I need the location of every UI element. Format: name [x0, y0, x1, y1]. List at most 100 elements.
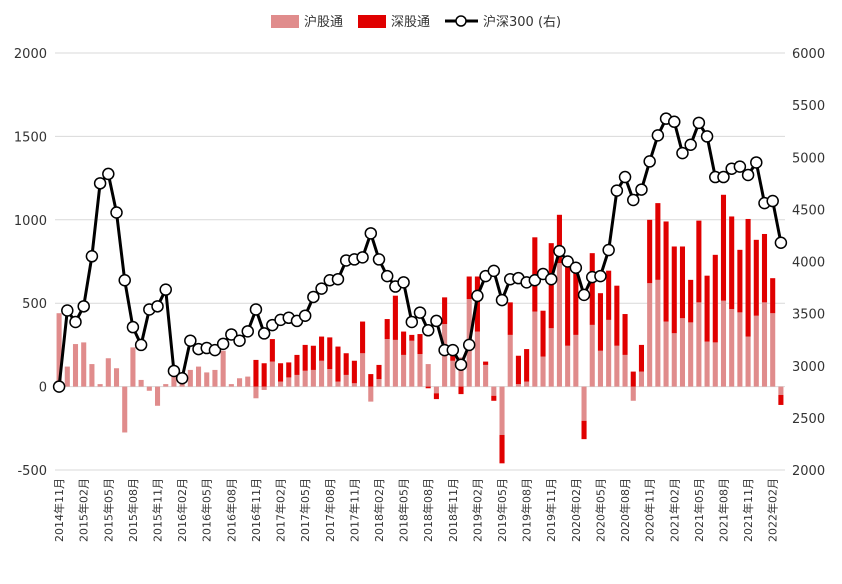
csi300-point-2014-12	[61, 304, 74, 317]
bar-sz-2020-08	[622, 314, 628, 355]
bar-sz-2019-08	[524, 349, 530, 382]
bar-sh-2015-11	[154, 386, 161, 406]
x-tick-label: 2020年08月	[618, 478, 632, 542]
csi300-point-2016-12	[257, 327, 271, 340]
bar-sh-2016-05	[204, 372, 210, 387]
csi300-point-2021-03	[676, 146, 689, 160]
bar-sz-2020-04	[589, 253, 595, 325]
grid-lines	[55, 52, 785, 471]
bar-sh-2020-07	[614, 345, 620, 387]
csi300-point-2019-04	[487, 264, 501, 278]
bar-sh-2016-08	[228, 384, 234, 387]
bar-sz-2021-03	[679, 246, 686, 319]
bar-sz-2021-08	[720, 194, 727, 301]
bar-sh-2015-04	[97, 384, 103, 387]
bar-sz-2018-09	[433, 393, 439, 400]
x-axis: 2014年11月 2015年02月 2015年05月 2015年08月 2015年11月…	[52, 478, 780, 542]
x-tick-label: 2018年05月	[397, 478, 411, 542]
x-tick-label: 2016年05月	[200, 478, 214, 542]
x-tick-label: 2017年02月	[274, 478, 288, 542]
legend-label-csi300: 沪深300 (右)	[483, 14, 561, 30]
left-tick-label: 1500	[14, 130, 47, 145]
bar-sh-2017-05	[302, 370, 308, 387]
csi300-point-2015-01	[69, 315, 82, 329]
csi300-point-2016-11	[249, 303, 263, 316]
bar-sh-2019-07	[515, 384, 521, 387]
bar-sz-2019-11	[548, 243, 554, 329]
csi300-point-2020-10	[635, 183, 648, 196]
csi300-point-2018-01	[364, 227, 378, 240]
bar-sh-2021-12	[753, 315, 759, 387]
x-tick-label: 2018年08月	[421, 478, 435, 542]
x-tick-label: 2021年02月	[667, 478, 681, 542]
bar-sz-2022-01	[761, 233, 768, 303]
left-tick-label: 500	[22, 297, 47, 312]
bar-sz-2021-06	[704, 275, 710, 342]
x-tick-label: 2020年02月	[569, 478, 583, 542]
bar-sh-2018-05	[401, 354, 407, 387]
bar-sh-2020-08	[622, 354, 628, 387]
bar-sh-2018-11	[450, 360, 456, 387]
x-tick-label: 2015年02月	[77, 478, 91, 542]
bar-sh-2018-12	[458, 357, 464, 387]
bar-sh-2021-03	[679, 318, 686, 387]
bar-sh-2017-09	[335, 381, 341, 387]
bar-sh-2019-05	[499, 386, 505, 435]
bar-sz-2018-02	[376, 364, 382, 380]
bar-sz-2019-10	[540, 310, 546, 357]
csi300-point-2014-11	[52, 380, 66, 393]
bar-sh-2017-11	[351, 383, 357, 387]
x-tick-label: 2016年08月	[224, 478, 238, 542]
csi300-point-2021-04	[684, 138, 697, 151]
x-tick-label: 2015年05月	[101, 478, 115, 542]
csi300-point-2016-10	[241, 325, 255, 338]
bar-sh-2017-07	[319, 360, 325, 387]
bar-sh-2020-10	[638, 371, 645, 387]
bar-sz-2021-02	[671, 246, 677, 334]
bar-sh-2021-02	[671, 333, 677, 387]
csi300-point-2017-12	[356, 251, 369, 264]
csi300-point-2017-07	[315, 282, 328, 295]
legend-swatch-marker	[455, 15, 467, 27]
csi300-point-2020-03	[577, 288, 591, 302]
legend-label-sh: 沪股通	[304, 14, 343, 30]
left-tick-label: 1000	[14, 214, 47, 229]
bar-sz-2018-11	[450, 354, 456, 361]
bar-sz-2021-05	[696, 220, 702, 303]
bar-sh-2020-11	[647, 283, 653, 387]
csi300-point-2020-01	[561, 255, 574, 268]
csi300-point-2018-06	[405, 315, 419, 329]
x-tick-label: 2022年02月	[766, 478, 780, 542]
bar-sh-2019-09	[532, 311, 538, 387]
csi300-point-2019-01	[462, 338, 476, 352]
x-tick-label: 2019年08月	[520, 478, 534, 542]
bar-sz-2018-01	[368, 374, 374, 387]
csi300-point-2021-10	[733, 160, 747, 173]
bar-sh-2019-02	[474, 331, 480, 387]
bar-sh-2016-11	[253, 386, 259, 399]
csi300-point-2017-09	[331, 272, 345, 286]
bar-sz-2016-12	[261, 363, 267, 387]
csi300-point-2016-08	[225, 328, 238, 341]
legend-swatch-sh	[271, 15, 299, 28]
bar-sz-2019-05	[499, 434, 505, 464]
bar-sz-2017-03	[286, 362, 292, 378]
bar-sh-2016-10	[245, 376, 251, 387]
bar-series	[56, 194, 784, 464]
bar-sh-2019-08	[524, 381, 530, 387]
bar-sz-2019-04	[491, 395, 497, 401]
csi300-point-2015-02	[77, 300, 90, 313]
bar-sh-2015-10	[146, 386, 152, 391]
bar-sh-2020-03	[581, 386, 587, 421]
csi300-point-2020-08	[618, 170, 632, 184]
bar-sz-2019-06	[507, 302, 513, 335]
bar-sh-2019-11	[548, 328, 554, 387]
bar-sz-2017-04	[294, 354, 300, 375]
legend: 沪股通 深股通 沪深300 (右)	[271, 14, 561, 30]
bar-sz-2020-06	[606, 270, 612, 320]
csi300-point-2018-11	[446, 343, 460, 357]
csi300-point-2021-02	[668, 115, 681, 129]
bar-sz-2021-11	[745, 218, 751, 337]
csi300-point-2015-04	[93, 177, 107, 190]
